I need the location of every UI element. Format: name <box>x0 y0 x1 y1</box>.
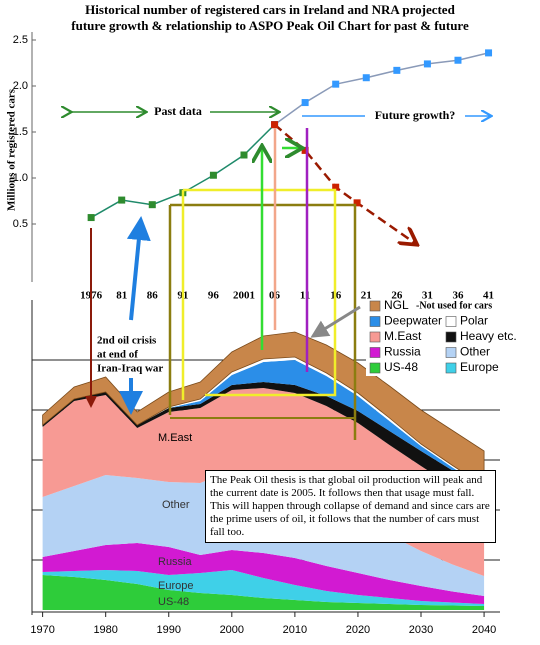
x-tick-label: 1970 <box>30 624 54 636</box>
area-label: US-48 <box>158 596 189 608</box>
legend-swatch <box>369 347 381 358</box>
area <box>42 382 485 506</box>
legend-swatch <box>445 362 457 374</box>
series-line <box>274 52 489 126</box>
legend-label: US-48 <box>384 360 418 374</box>
legend-label: Europe <box>460 360 499 374</box>
text-box: The Peak Oil thesis is that global oil p… <box>205 470 496 543</box>
y-tick-label: 2.5 <box>13 34 28 46</box>
point <box>271 121 279 129</box>
annotation: Iran-Iraq war <box>97 363 163 375</box>
legend-label: NGL <box>384 298 409 312</box>
x-tick-label: 2000 <box>220 624 244 636</box>
x-tick-label: 21 <box>361 290 372 302</box>
x-tick-label: 2020 <box>346 624 370 636</box>
legend-swatch <box>369 362 381 374</box>
area <box>42 575 485 610</box>
x-tick-label: 26 <box>391 290 403 302</box>
connector <box>170 203 357 440</box>
x-tick-label: 11 <box>300 290 310 302</box>
y-tick-label: 0.5 <box>13 218 28 230</box>
point <box>240 151 248 159</box>
area-label: Europe <box>158 580 193 592</box>
y-tick-label: 2.0 <box>13 80 28 92</box>
point <box>148 201 156 209</box>
y-tick-label: 1.0 <box>13 172 28 184</box>
area <box>42 543 485 604</box>
point <box>362 74 370 82</box>
annotation: at end of <box>97 349 138 361</box>
point <box>353 199 361 207</box>
point <box>393 66 401 74</box>
legend-label: Russia <box>384 345 421 359</box>
legend-label: M.East <box>384 329 422 343</box>
annotation: Future growth? <box>375 108 456 122</box>
area-label: Other <box>162 499 190 511</box>
arrow <box>126 216 151 321</box>
title: Historical number of registered cars in … <box>85 2 455 17</box>
legend-note: -Not used for cars <box>416 300 492 311</box>
point <box>332 183 340 191</box>
legend-swatch <box>445 331 457 343</box>
point <box>301 146 309 154</box>
connectors <box>70 112 490 440</box>
point <box>87 214 95 222</box>
series-line <box>273 123 416 244</box>
point <box>454 56 462 64</box>
y-tick-label: 1.5 <box>13 126 28 138</box>
legend-swatch <box>369 331 381 343</box>
legend-box <box>366 298 516 376</box>
x-tick-label: 1980 <box>93 624 117 636</box>
legend-swatch <box>369 300 381 312</box>
area <box>42 570 485 606</box>
point <box>485 49 493 57</box>
annotation: 2nd oil crisis <box>97 335 157 347</box>
legend-label: Polar <box>460 314 488 328</box>
point <box>301 99 309 107</box>
title: future growth & relationship to ASPO Pea… <box>71 18 469 33</box>
y-axis-label: Millions of registered cars <box>6 88 18 211</box>
legend-label: Deepwater <box>384 314 442 328</box>
x-tick-label: 96 <box>208 290 220 302</box>
point <box>118 196 126 204</box>
legend-label: Heavy etc. <box>460 329 517 343</box>
annotation: Past data <box>154 104 202 118</box>
legend-swatch <box>369 316 381 327</box>
area-label: Russia <box>158 556 193 568</box>
x-tick-label: 2010 <box>283 624 307 636</box>
area <box>42 388 485 576</box>
x-tick-label: 31 <box>422 290 433 302</box>
point <box>423 60 431 68</box>
x-tick-label: 86 <box>147 290 159 302</box>
area-label: M.East <box>158 432 192 444</box>
legend-swatch <box>445 316 457 327</box>
x-tick-label: 2030 <box>409 624 433 636</box>
x-tick-label: 41 <box>483 290 494 302</box>
x-tick-label: 2040 <box>472 624 496 636</box>
point <box>332 80 340 88</box>
x-tick-label: 1990 <box>157 624 181 636</box>
legend-swatch <box>445 347 457 358</box>
connector <box>183 188 337 397</box>
x-tick-label: 2001 <box>233 290 255 302</box>
x-tick-label: 36 <box>452 290 464 302</box>
arrow <box>310 305 361 338</box>
legend-label: Other <box>460 345 490 359</box>
x-tick-label: 81 <box>116 290 127 302</box>
point <box>209 171 217 179</box>
